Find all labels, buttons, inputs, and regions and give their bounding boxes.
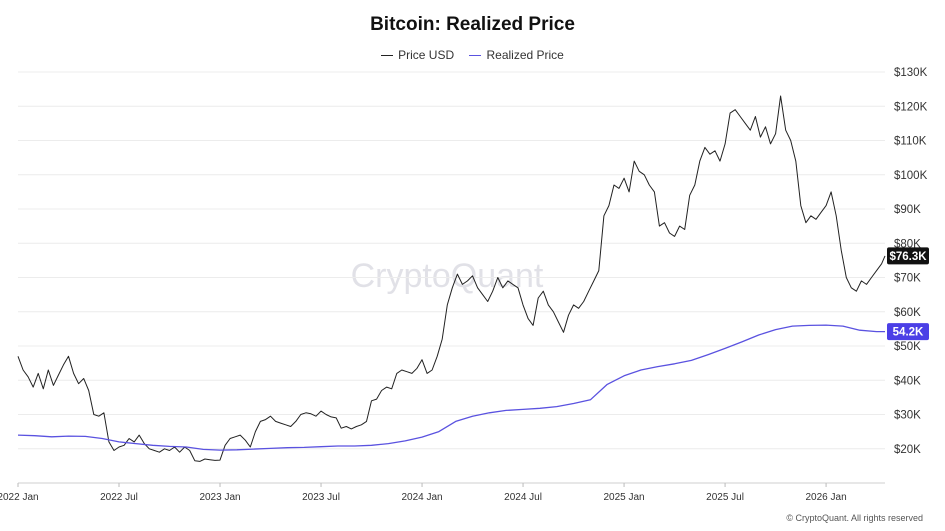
legend-swatch-price [381,54,394,56]
x-tick-label: 2024 Jan [401,492,442,503]
legend-item-realized[interactable]: Realized Price [469,48,564,63]
last-value-label-realized: 54.2K [893,327,924,339]
y-tick-label: $60K [894,307,921,319]
series-line-price [17,95,886,462]
last-value-badge-realized [887,323,929,341]
watermark: CryptoQuant [351,257,544,295]
chart-title: Bitcoin: Realized Price [370,14,575,35]
x-tick-label: 2024 Jul [504,492,542,503]
x-tick-label: 2022 Jan [0,492,39,503]
x-tick-label: 2025 Jan [603,492,644,503]
y-tick-label: $70K [894,273,921,285]
series-line-realized [17,324,885,451]
y-tick-label: $20K [894,444,921,456]
y-tick-label: $130K [894,67,928,79]
legend-label-realized: Realized Price [486,48,564,63]
copyright-footer: © CryptoQuant. All rights reserved [786,513,923,523]
y-tick-label: $110K [894,136,927,148]
y-tick-label: $100K [894,170,928,182]
y-tick-label: $80K [894,238,921,250]
x-tick-label: 2026 Jan [805,492,846,503]
y-tick-label: $50K [894,341,921,353]
x-tick-label: 2023 Jan [199,492,240,503]
legend: Price USD Realized Price [0,45,945,62]
x-tick-label: 2023 Jul [302,492,340,503]
y-tick-label: $120K [894,101,928,113]
last-value-badge-price [887,247,929,265]
legend-label-price: Price USD [398,48,455,63]
x-tick-label: 2025 Jul [706,492,744,503]
x-tick-label: 2022 Jul [100,492,138,503]
y-tick-label: $90K [894,204,921,216]
y-tick-label: $40K [894,375,921,387]
legend-swatch-realized [469,54,482,56]
legend-item-price[interactable]: Price USD [381,48,454,62]
y-tick-label: $30K [894,410,921,422]
last-value-label-price: $76.3K [889,251,927,263]
